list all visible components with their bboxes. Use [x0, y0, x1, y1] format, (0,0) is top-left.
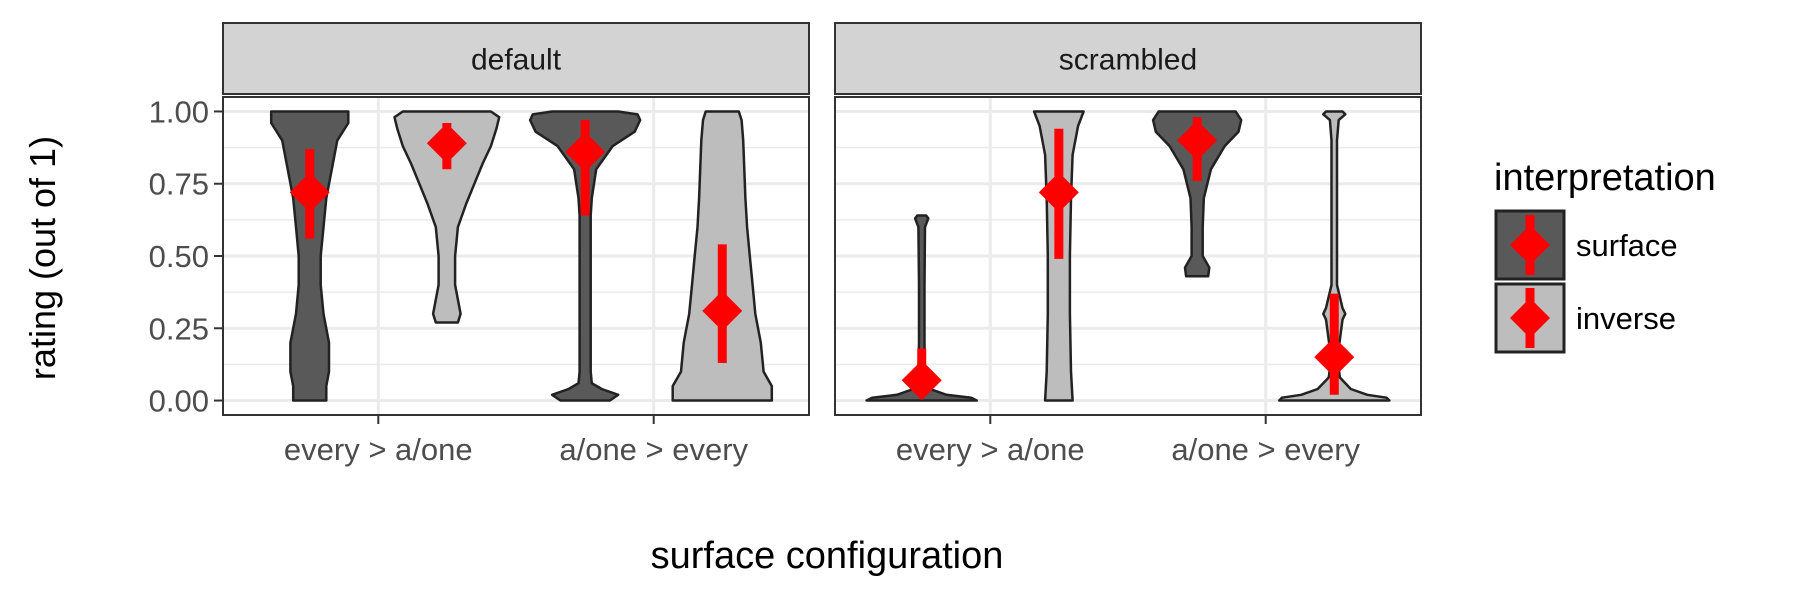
x-tick-label: every > a/one — [896, 432, 1085, 467]
x-tick-label: every > a/one — [284, 432, 473, 467]
violin-surface — [528, 110, 642, 402]
violin-surface — [269, 110, 350, 402]
y-tick-label: 0.75 — [149, 167, 209, 202]
legend-label: surface — [1576, 228, 1678, 263]
legend: interpretation surface inverse — [1494, 157, 1716, 354]
mean-point — [1177, 120, 1218, 161]
violin-surface — [1151, 110, 1243, 278]
mean-point — [1314, 337, 1355, 378]
mean-point — [702, 290, 743, 331]
y-tick-label: 0.50 — [149, 239, 209, 274]
violin-inverse — [393, 110, 501, 324]
legend-point — [1510, 298, 1550, 338]
facet-strip-label: default — [471, 44, 562, 77]
x-axis-title: surface configuration — [651, 535, 1004, 577]
y-tick-label: 1.00 — [149, 94, 209, 129]
mean-point — [565, 131, 606, 172]
mean-point — [289, 172, 330, 213]
legend-key-inverse: inverse — [1494, 282, 1676, 354]
x-tick-label: a/one > every — [559, 432, 748, 467]
mean-point — [426, 123, 467, 164]
mean-point — [901, 360, 942, 401]
legend-title: interpretation — [1494, 157, 1716, 199]
panel-border — [834, 96, 1422, 416]
legend-point — [1510, 225, 1550, 265]
y-axis: 0.00 0.25 0.50 0.75 1.00 — [149, 94, 223, 419]
facet-strip-label: scrambled — [1059, 44, 1197, 77]
legend-key-surface: surface — [1494, 209, 1678, 281]
y-tick-label: 0.00 — [149, 384, 209, 419]
facet-strip — [222, 22, 810, 95]
mean-point — [1038, 172, 1079, 213]
facet-strip — [834, 22, 1422, 95]
facet-panel-default: default every > a/one a/one > every — [222, 22, 810, 467]
y-axis-title: rating (out of 1) — [22, 136, 63, 380]
legend-label: inverse — [1576, 301, 1676, 336]
y-tick-label: 0.25 — [149, 311, 209, 346]
x-tick-label: a/one > every — [1171, 432, 1360, 467]
facet-panel-scrambled: scrambled every > a/one a/one > every — [834, 22, 1422, 467]
